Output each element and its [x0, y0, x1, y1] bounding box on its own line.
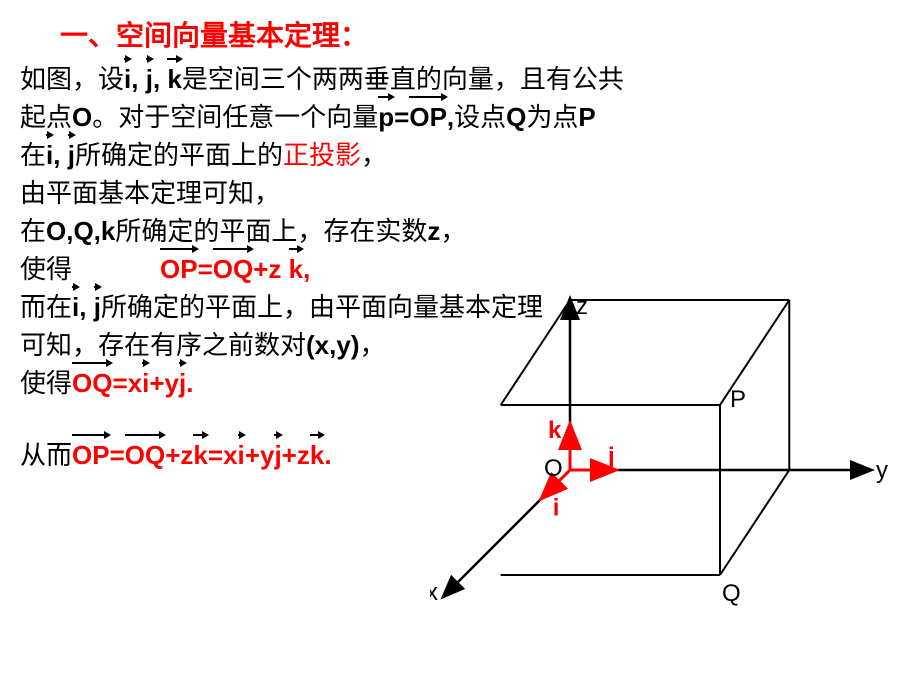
svg-text:k: k [548, 417, 562, 444]
vec-j: j [274, 436, 281, 474]
vec-i: i [142, 364, 149, 402]
line-2: 起点O。对于空间任意一个向量p=OP,设点Q为点P [20, 98, 900, 136]
text: ， [361, 140, 387, 170]
plus: +z [282, 440, 310, 470]
eq: =x [208, 440, 238, 470]
vec-i: i [238, 436, 245, 474]
vec-OP: OP [72, 436, 110, 474]
pt-Q: Q [506, 102, 526, 132]
var-z: z [427, 216, 440, 246]
vec-i: i [72, 288, 79, 326]
text: ， [359, 330, 385, 360]
svg-text:Q: Q [722, 580, 741, 607]
text-red: 正投影 [283, 140, 361, 170]
text: 可知，存在有序之前数对 [20, 330, 306, 360]
pt-O: O [72, 102, 92, 132]
svg-text:y: y [876, 457, 888, 484]
vec-k: k [167, 60, 181, 98]
pt-P: P [578, 102, 595, 132]
text: 在 [20, 216, 46, 246]
line-3: 在i, j所确定的平面上的正投影， [20, 136, 900, 174]
svg-text:z: z [576, 293, 588, 320]
text: 如图，设 [20, 64, 124, 94]
plus: +z [165, 440, 193, 470]
coordinate-diagram: z y x O P Qk j i [430, 290, 910, 670]
vec-OQ: OQ [125, 436, 165, 474]
text: 所确定的平面上的 [75, 140, 283, 170]
text: 使得 [20, 254, 72, 284]
vec-OP: OP [409, 98, 447, 136]
vec-j: j [179, 364, 186, 402]
dot: . [324, 440, 331, 470]
vec-OQ: OQ [72, 364, 112, 402]
vec-OQ: OQ [213, 250, 253, 288]
text: 而在 [20, 292, 72, 322]
line-4: 由平面基本定理可知， [20, 174, 900, 212]
text: 使得 [20, 368, 72, 398]
text: 从而 [20, 440, 72, 470]
text: 。对于空间任意一个向量 [92, 102, 378, 132]
text: 在 [20, 140, 46, 170]
vec-OP: OP [160, 250, 198, 288]
comma: , [303, 254, 310, 284]
vec-k: k [289, 250, 303, 288]
vec-i: i [124, 60, 131, 98]
text: 为点 [526, 102, 578, 132]
text: 设点 [454, 102, 506, 132]
pair-xy: (x,y) [306, 330, 359, 360]
plus: +z [253, 254, 288, 284]
pts-OQk: O,Q,k [46, 216, 115, 246]
line-6: 使得 OP=OQ+z k, [20, 250, 900, 288]
text: 是空间三个两两垂直的向量，且有公共 [182, 64, 624, 94]
vec-j: j [68, 136, 75, 174]
plus: +y [245, 440, 275, 470]
dot: . [186, 368, 193, 398]
eq: = [110, 440, 125, 470]
line-1: 如图，设i, j, k是空间三个两两垂直的向量，且有公共 [20, 60, 900, 98]
svg-text:j: j [607, 443, 615, 470]
eq: =x [112, 368, 142, 398]
vec-i: i [46, 136, 53, 174]
vec-k: k [193, 436, 207, 474]
text: ， [440, 216, 466, 246]
plus: +y [149, 368, 179, 398]
svg-text:i: i [553, 494, 560, 521]
section-title: 一、空间向量基本定理： [60, 14, 900, 54]
svg-text:P: P [730, 386, 746, 413]
svg-text:x: x [430, 579, 438, 606]
vec-k: k [310, 436, 324, 474]
text: 起点 [20, 102, 72, 132]
eq: = [198, 254, 213, 284]
text: 所确定的平面上，存在实数 [115, 216, 427, 246]
vec-j: j [94, 288, 101, 326]
vec-j: j [146, 60, 153, 98]
svg-text:O: O [544, 455, 563, 482]
line-5: 在O,Q,k所确定的平面上，存在实数z， [20, 212, 900, 250]
vec-p: p [378, 98, 394, 136]
